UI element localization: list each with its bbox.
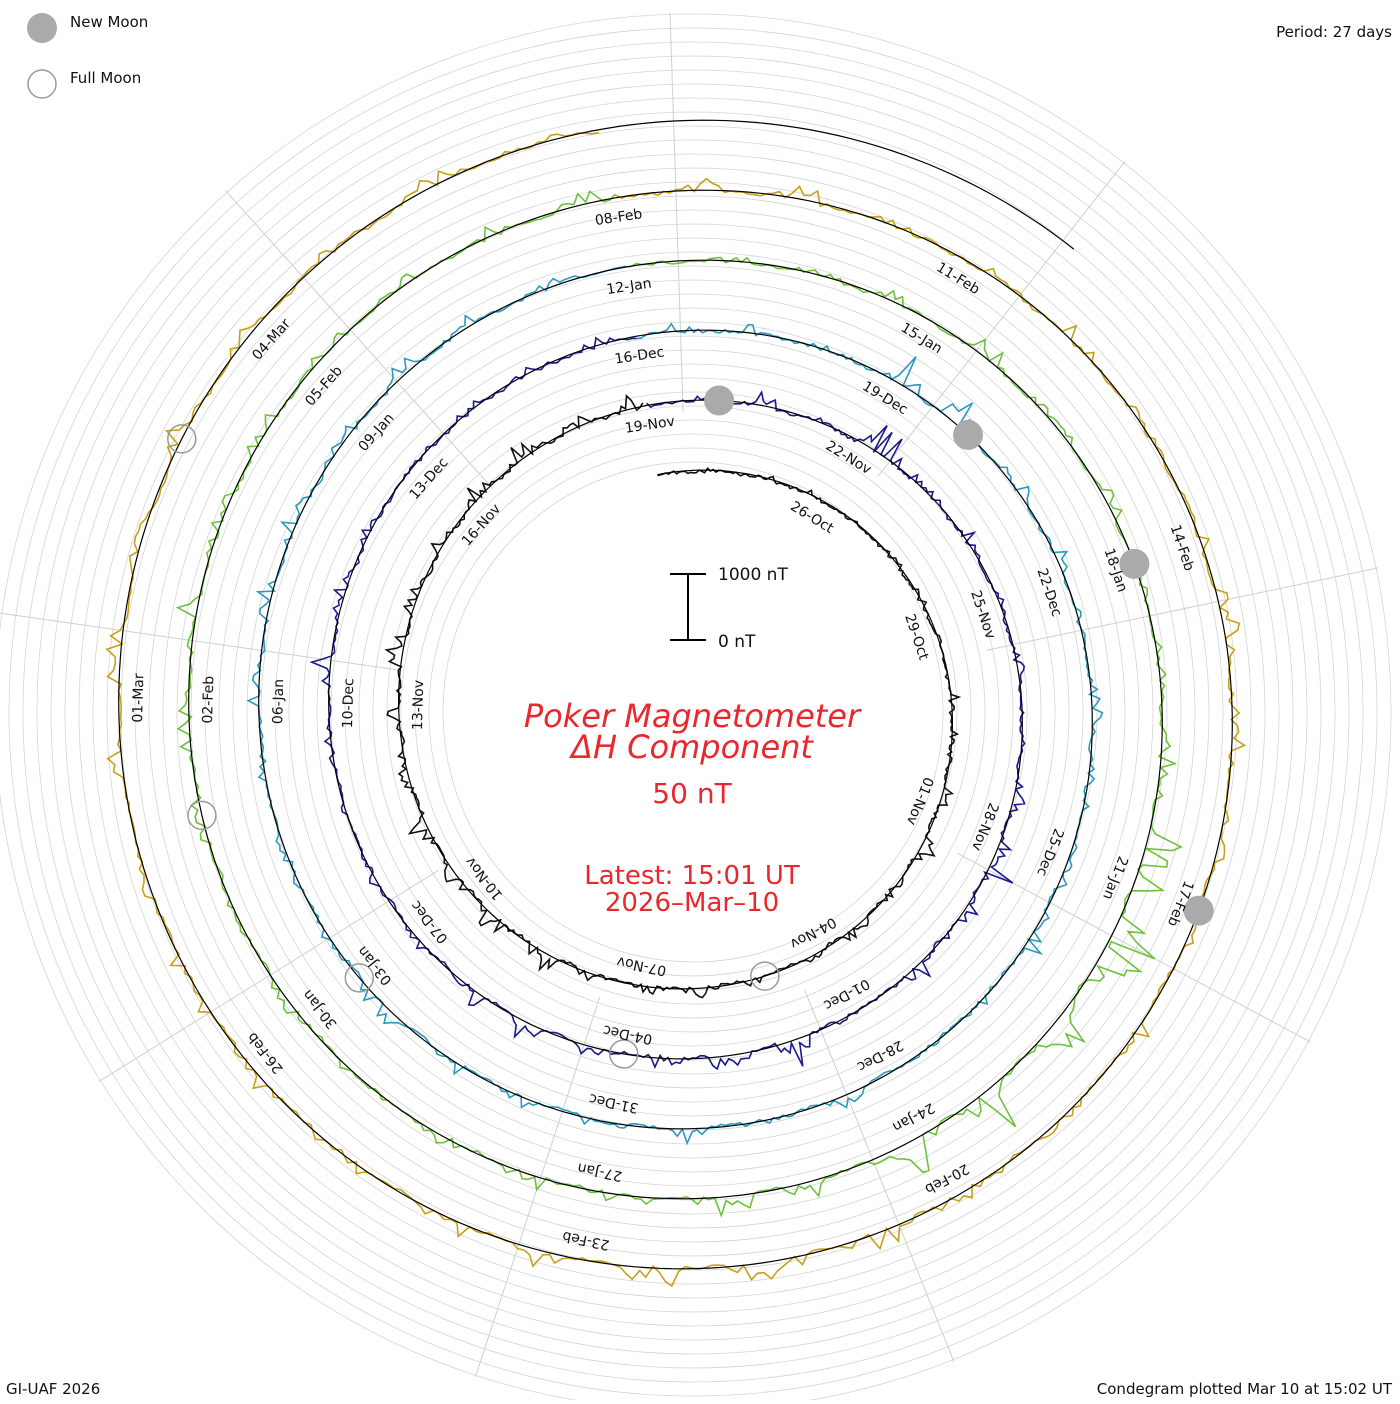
full-moon-marker — [344, 963, 375, 993]
new-moon-marker — [1119, 548, 1150, 579]
scale-bottom-label: 0 nT — [718, 632, 756, 652]
full-moon-legend-label: Full Moon — [70, 69, 141, 87]
grid-rings — [0, 13, 1392, 1404]
new-moon-legend-icon — [27, 13, 57, 43]
date-label: 10-Dec — [340, 678, 357, 728]
grid-spoke — [474, 996, 601, 1378]
date-label: 08-Feb — [594, 206, 644, 229]
new-moon-marker — [704, 385, 735, 416]
grid-spoke — [804, 990, 955, 1362]
date-label: 22-Dec — [1033, 566, 1064, 618]
baseline-spiral — [118, 119, 1233, 1270]
grid-ring — [50, 69, 1336, 1355]
date-label: 02-Feb — [200, 676, 217, 724]
grid-ring — [92, 111, 1294, 1313]
chart-subtitle: ΔH Component — [568, 728, 814, 766]
date-label: 29-Oct — [901, 612, 931, 663]
grid-ring — [22, 41, 1364, 1383]
grid-ring — [232, 251, 1154, 1173]
grid-ring — [106, 125, 1280, 1299]
grid-spoke — [957, 852, 1311, 1043]
date-label: 27-Jan — [576, 1159, 624, 1184]
grid-ring — [400, 419, 986, 1005]
full-moon-legend-icon — [27, 69, 57, 99]
grid-ring — [134, 153, 1252, 1271]
date-label: 21-Jan — [1099, 854, 1130, 902]
date-label: 06-Jan — [270, 679, 287, 725]
date-label: 09-Jan — [356, 410, 398, 454]
grid-ring — [386, 405, 1000, 1019]
new-moon-legend-label: New Moon — [70, 13, 148, 31]
date-label: 14-Feb — [1167, 523, 1197, 573]
date-label: 28-Nov — [968, 800, 1001, 853]
grid-ring — [8, 27, 1378, 1397]
grid-ring — [162, 181, 1224, 1243]
date-label: 19-Nov — [624, 414, 676, 437]
full-moon-marker — [608, 1039, 639, 1069]
baseline-value: 50 nT — [652, 777, 732, 810]
grid-ring — [344, 363, 1042, 1061]
date-label: 25-Nov — [967, 588, 998, 641]
date-label: 24-Jan — [890, 1099, 937, 1135]
series-line-jan-feb — [175, 190, 1183, 1218]
date-label: 13-Nov — [410, 680, 427, 731]
chart-title: Poker Magnetometer — [524, 697, 862, 735]
date-label: 01-Dec — [821, 975, 873, 1013]
date-label: 19-Dec — [859, 378, 910, 418]
grid-ring — [148, 167, 1238, 1257]
grid-ring — [64, 83, 1322, 1341]
grid-ring — [176, 195, 1210, 1229]
grid-ring — [36, 55, 1350, 1369]
baseline-spiral-path — [118, 119, 1233, 1270]
period-label: Period: 27 days — [1276, 23, 1392, 41]
date-label: 25-Dec — [1033, 826, 1066, 878]
grid-ring — [442, 461, 944, 963]
grid-ring — [0, 13, 1392, 1404]
grid-ring — [302, 321, 1084, 1103]
scale-top-label: 1000 nT — [718, 565, 788, 585]
grid-ring — [246, 265, 1140, 1159]
grid-ring — [372, 391, 1014, 1033]
grid-spoke — [225, 190, 494, 489]
grid-spoke — [0, 612, 397, 671]
date-label: 12-Jan — [606, 276, 653, 299]
date-label: 28-Dec — [854, 1037, 906, 1075]
full-moon-marker — [187, 800, 217, 831]
latest-time: Latest: 15:01 UT — [584, 861, 800, 891]
new-moon-marker — [952, 419, 983, 450]
grid-spoke — [986, 567, 1379, 651]
latest-date: 2026–Mar–10 — [605, 888, 779, 918]
full-moon-marker — [750, 961, 780, 991]
grid-ring — [260, 279, 1126, 1145]
grid-ring — [358, 377, 1028, 1047]
grid-ring — [78, 97, 1308, 1327]
grid-spoke — [98, 870, 439, 1083]
series-line-oct-nov — [384, 394, 962, 999]
date-label: 01-Mar — [130, 673, 147, 723]
moon-markers — [167, 385, 1214, 1069]
grid-spokes — [0, 12, 1379, 1378]
full-moon-marker — [167, 424, 197, 454]
grid-ring — [316, 335, 1070, 1089]
grid-ring — [190, 209, 1196, 1215]
footer-right: Condegram plotted Mar 10 at 15:02 UT — [1097, 1380, 1393, 1398]
date-label: 13-Dec — [406, 455, 451, 503]
date-label: 04-Nov — [787, 914, 839, 952]
footer-left: GI-UAF 2026 — [6, 1380, 100, 1398]
new-moon-marker — [1183, 895, 1214, 926]
grid-spoke — [669, 12, 684, 413]
date-label: 16-Dec — [614, 344, 666, 367]
grid-ring — [428, 447, 958, 977]
grid-ring — [274, 293, 1112, 1131]
date-label: 22-Nov — [823, 438, 874, 478]
series-line-feb-mar — [105, 131, 1247, 1288]
date-label: 16-Nov — [459, 501, 504, 549]
scale-bar: 1000 nT 0 nT — [670, 565, 788, 652]
grid-spoke — [877, 160, 1126, 477]
grid-ring — [288, 307, 1098, 1117]
grid-ring — [218, 237, 1168, 1187]
